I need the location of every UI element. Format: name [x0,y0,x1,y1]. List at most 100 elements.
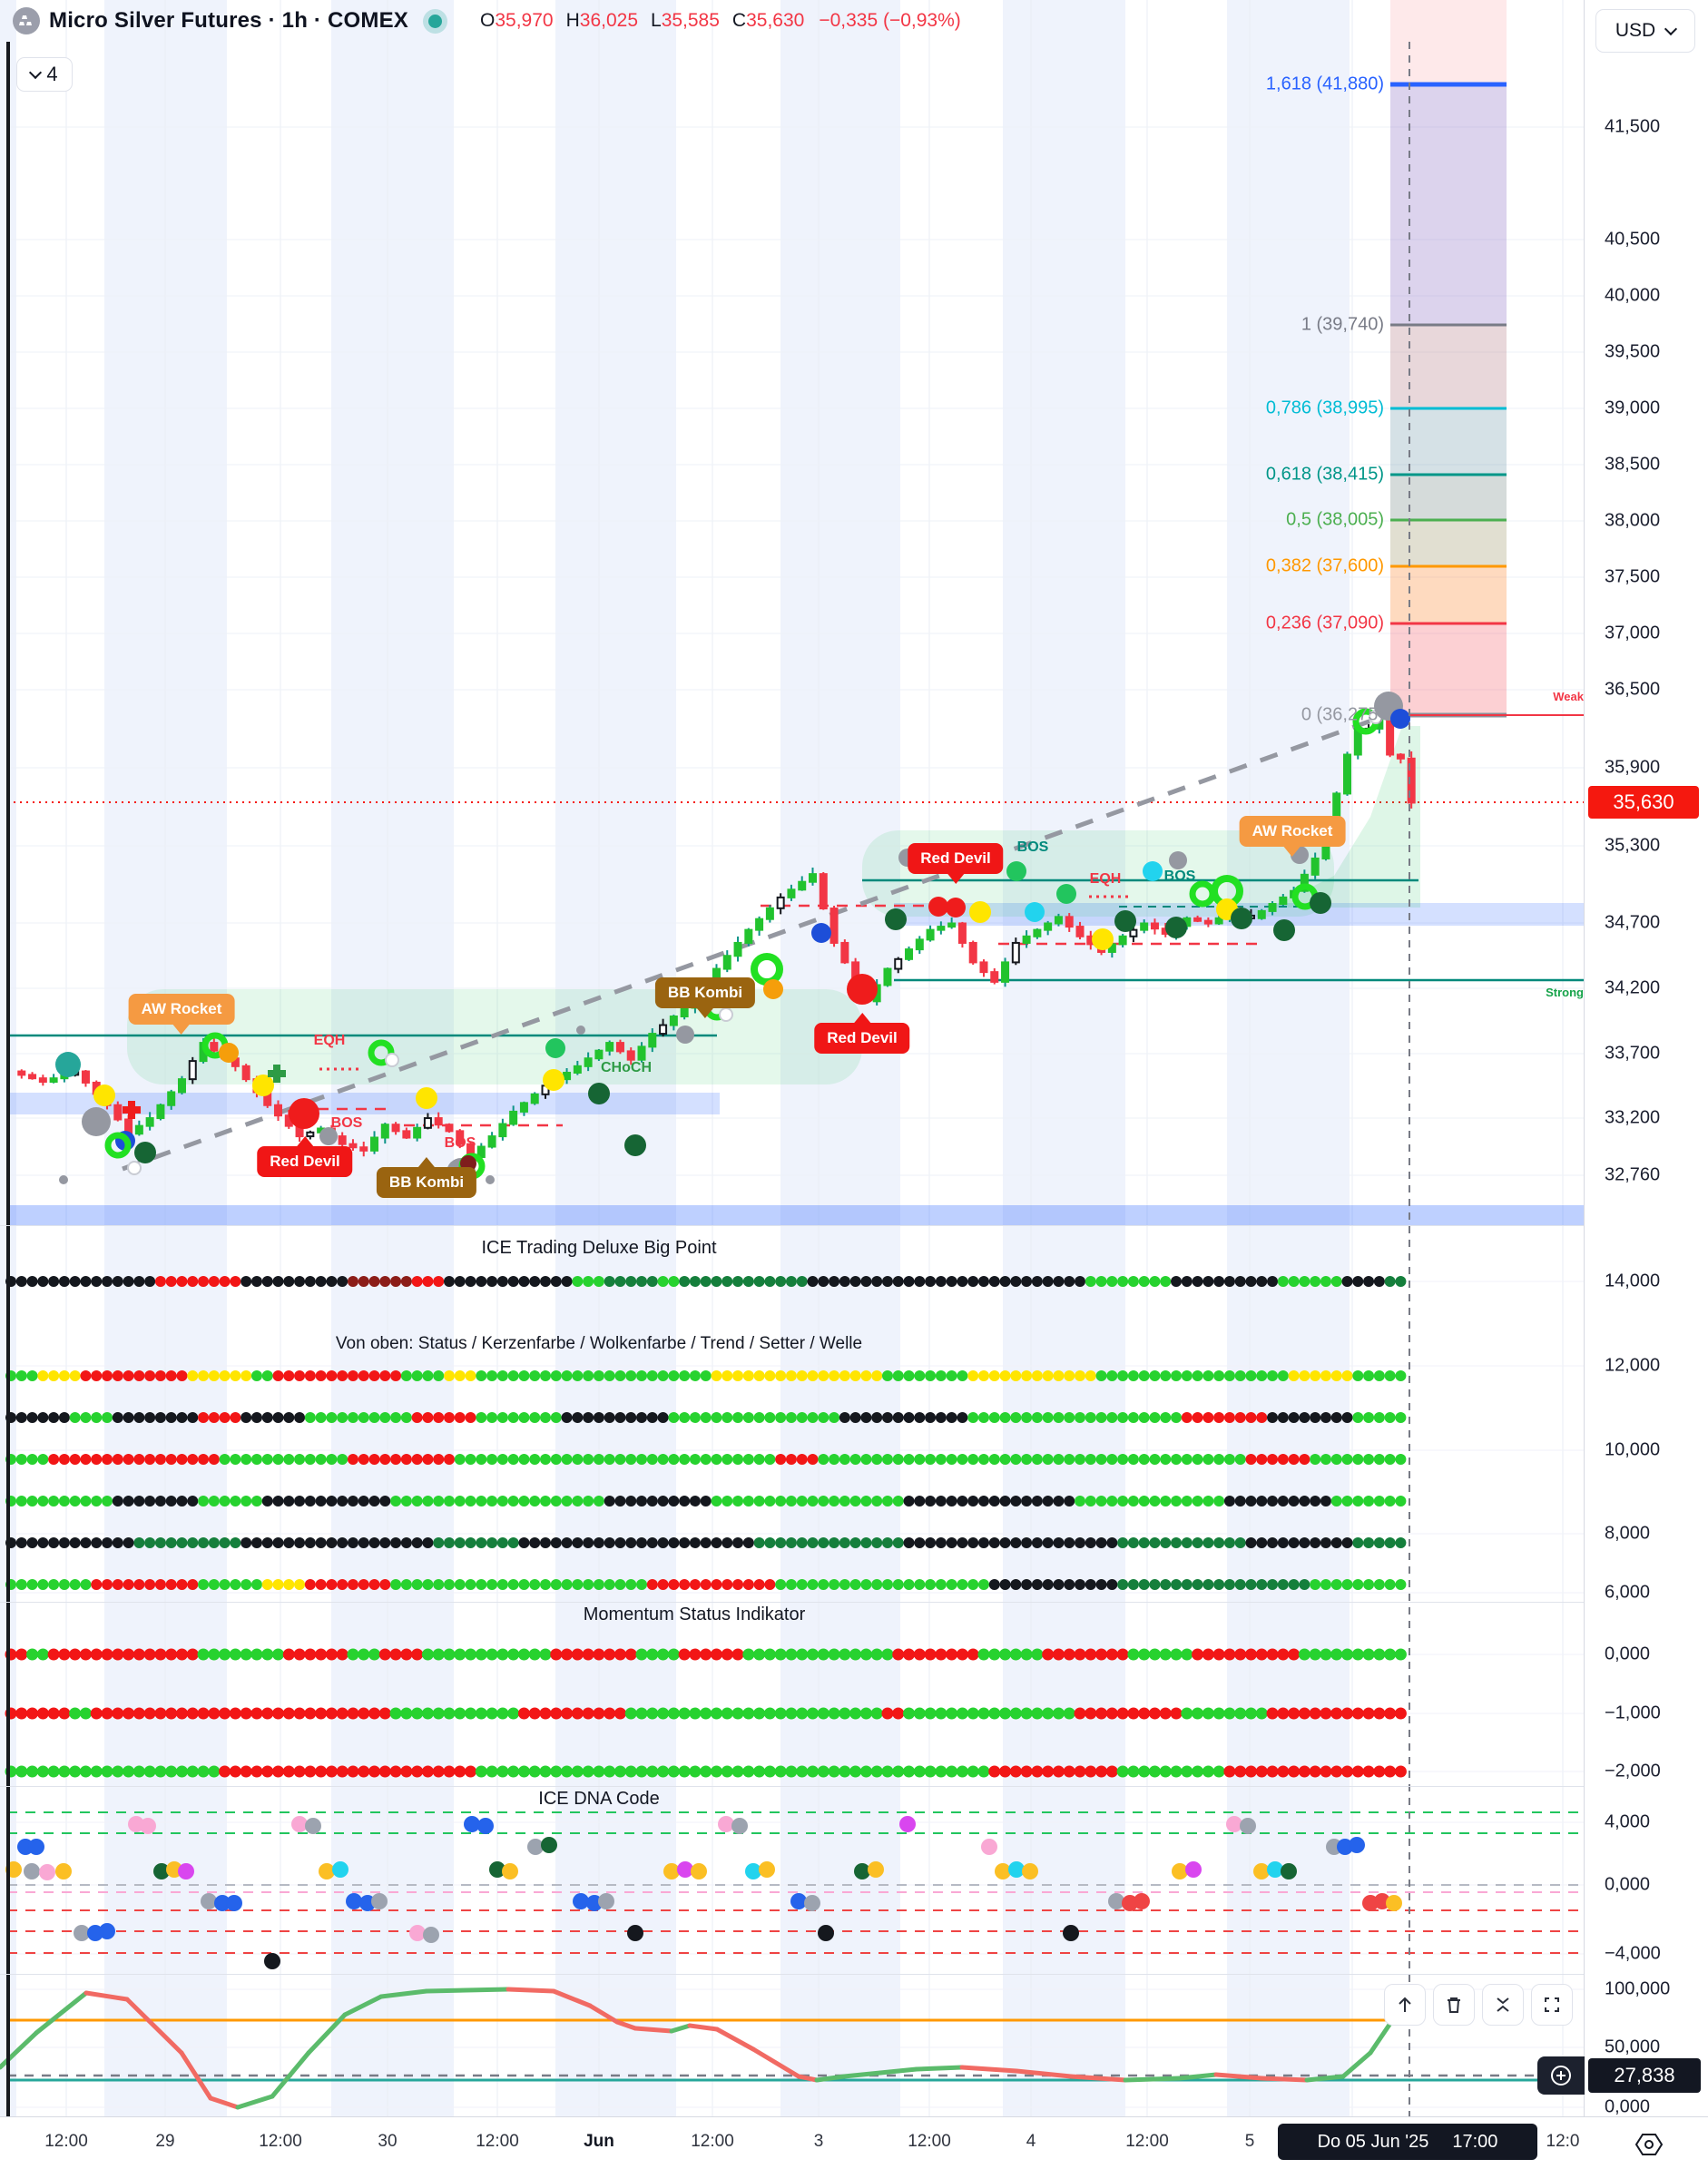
indicator-dot [1117,1454,1129,1465]
indicator-dot [668,1537,680,1548]
callout-bb-kombi[interactable]: BB Kombi [654,977,756,1018]
indicator-dot [593,1276,604,1287]
indicator-dot [582,1648,594,1661]
chart-canvas[interactable] [0,0,1584,2116]
fib-level-label[interactable]: 0,236 (37,090) [1265,613,1384,633]
indicator-dot [208,1579,220,1590]
callout-red-devil[interactable]: Red Devil [908,843,1004,884]
indicator-dot [583,1370,594,1381]
indicator-dot [1267,1496,1279,1507]
order-block-zone [7,1205,1584,1225]
indicator-dot [358,1537,369,1548]
fib-band [1390,566,1507,623]
axis-settings-icon[interactable] [1632,2127,1666,2166]
indicator-dot [646,1707,659,1720]
indicator-dot [326,1276,338,1287]
candle-body [573,1065,582,1074]
indicator-dot [154,1454,166,1465]
price-axis[interactable]: 41,500 40,500 40,000 39,500 39,000 38,500 38,0… [1584,0,1708,2117]
indicator-dot [1223,1496,1235,1507]
indicator-dot [1212,1765,1225,1778]
indicator-dot [935,1412,947,1423]
collapse-pane-button[interactable] [1482,1984,1524,2026]
indicator-dot [636,1412,648,1423]
candle-body [498,1123,507,1138]
indicator-dot [272,1579,284,1590]
fib-level-label[interactable]: 0,5 (38,005) [1286,509,1384,530]
indicator-dot [999,1412,1011,1423]
indicator-dot [624,1648,637,1661]
candle-body [49,1077,58,1084]
add-alert-button[interactable] [1537,2056,1585,2095]
indicator-axis-tick: −2,000 [1605,1761,1661,1781]
callout-red-devil[interactable]: Red Devil [814,1013,910,1054]
indicator-dot [1320,1276,1331,1287]
signal-dot-icon [624,1134,646,1156]
indicator-dot [870,1707,883,1720]
indicator-dot [1223,1579,1235,1590]
indicator-dot [1171,1412,1183,1423]
bar-count-button[interactable]: 4 [16,57,73,92]
time-axis[interactable]: 12:00 29 12:00 30 12:00 Jun 12:00 3 12:00 4 12:00 5… [0,2116,1708,2169]
indicator-dot [796,1537,808,1548]
indicator-dot [378,1765,391,1778]
symbol-title[interactable]: Micro Silver Futures · 1h · COMEX [49,8,409,33]
indicator-dot [763,1765,776,1778]
currency-select[interactable]: USD [1595,9,1695,53]
candle-body [637,1045,646,1061]
indicator-dot [818,1454,829,1465]
fib-level-label[interactable]: 0,382 (37,600) [1265,555,1384,576]
indicator-dot [282,1765,295,1778]
indicator-dot [1277,1496,1289,1507]
indicator-dot [839,1648,851,1661]
callout-red-devil[interactable]: Red Devil [257,1136,353,1177]
fib-level-label[interactable]: 0,786 (38,995) [1265,397,1384,418]
fib-level-label[interactable]: 1 (39,740) [1301,314,1384,335]
indicator-dot [924,1707,937,1720]
indicator-dot [1288,1454,1300,1465]
indicator-dot [37,1537,49,1548]
indicator-dot [828,1765,840,1778]
callout-aw-rocket[interactable]: AW Rocket [1239,816,1346,857]
time-tick: 12:00 [691,2132,734,2151]
indicator-dot [198,1370,210,1381]
indicator-dot [977,1579,989,1590]
dna-dot [291,1816,308,1832]
indicator-dot [1074,1648,1086,1661]
indicator-dot [732,1454,744,1465]
indicator-dot [829,1276,840,1287]
indicator-dot [1288,1496,1300,1507]
indicator-dot [1341,1648,1353,1661]
maximize-pane-button[interactable] [1531,1984,1573,2026]
fib-level-label[interactable]: 0 (36,275) [1301,704,1384,725]
dna-dot [627,1925,643,1941]
indicator-dot [1095,1370,1107,1381]
indicator-dot [967,1579,979,1590]
indicator-dot [914,1496,926,1507]
indicator-dot [807,1276,819,1287]
indicator-dot [914,1537,926,1548]
indicator-dot [999,1765,1012,1778]
chart-plot-area[interactable] [0,0,1584,2116]
indicator-dot [1075,1579,1085,1590]
indicator-dot [1127,1412,1139,1423]
indicator-dot [101,1765,113,1778]
signal-dot-icon [763,979,783,999]
move-pane-up-button[interactable] [1384,1984,1426,2026]
indicator-dot [967,1454,979,1465]
indicator-dot [667,1648,680,1661]
delete-pane-button[interactable] [1433,1984,1475,2026]
indicator-dot [475,1707,487,1720]
indicator-dot [604,1412,615,1423]
indicator-dot [1234,1648,1247,1661]
callout-bb-kombi[interactable]: BB Kombi [376,1157,477,1198]
indicator-dot [946,1412,957,1423]
candle-body [17,1070,26,1076]
callout-aw-rocket[interactable]: AW Rocket [128,994,235,1035]
fib-level-label[interactable]: 1,618 (41,880) [1265,74,1384,94]
candle-body [413,1126,422,1139]
fib-level-label[interactable]: 0,618 (38,415) [1265,464,1384,485]
indicator-dot [1009,1765,1022,1778]
indicator-dot [143,1765,156,1778]
indicator-dot [476,1276,487,1287]
